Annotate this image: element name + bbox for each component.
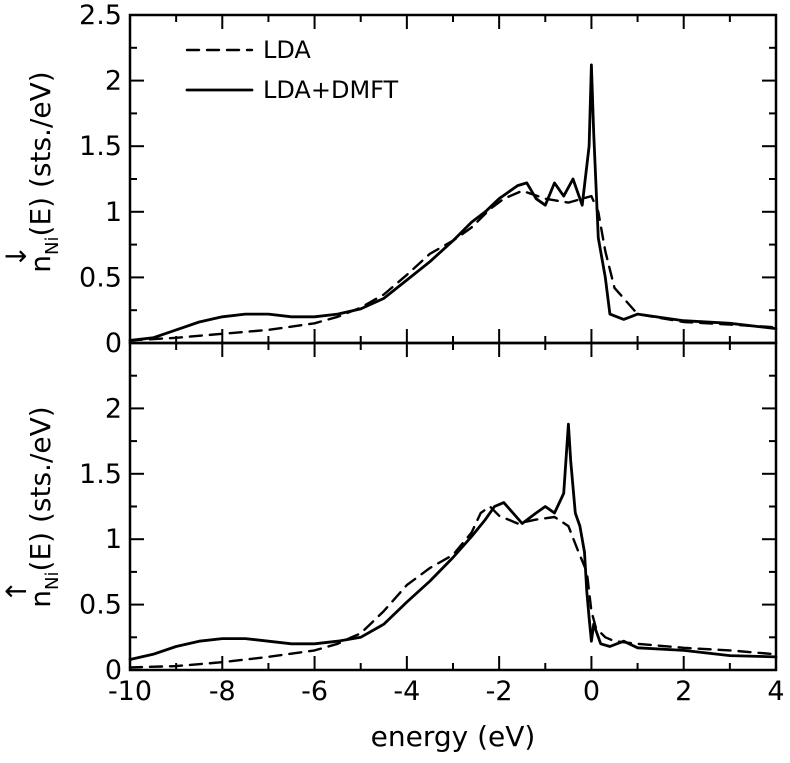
y-tick-label: 2 (105, 393, 122, 424)
x-tick-label: 0 (583, 676, 600, 707)
series-lda-top (128, 189, 778, 342)
y-title-top-rest: (E) (sts./eV) (24, 71, 57, 236)
x-tick-label: -10 (108, 676, 152, 707)
plot-frame-top (128, 13, 778, 345)
y-tick-label: 1 (105, 197, 122, 228)
y-tick-label: 1.5 (79, 459, 122, 490)
legend: LDA LDA+DMFT (185, 36, 399, 104)
svg-text:nNi(E) (sts./eV): nNi(E) (sts./eV) (24, 71, 63, 272)
x-tick-label: -8 (209, 676, 236, 707)
svg-text:nNi(E) (sts./eV): nNi(E) (sts./eV) (24, 406, 63, 607)
series-lda-dmft-bottom (128, 422, 778, 661)
panel-bottom: 0 0.5 1 1.5 2 -10 -8 -6 -4 -2 0 2 4 (79, 341, 785, 707)
y-title-bottom-arrow: ↑ (0, 580, 33, 603)
x-tick-label: 4 (767, 676, 784, 707)
y-tick-label: 0 (105, 655, 122, 686)
y-axis-title-bottom: nNi(E) (sts./eV) ↑ (0, 406, 63, 607)
y-tick-label: 1.5 (79, 131, 122, 162)
x-tick-label: -4 (393, 676, 420, 707)
x-tick-label: -6 (301, 676, 328, 707)
y-title-top-sub: Ni (42, 236, 63, 254)
y-title-bottom-rest: (E) (sts./eV) (24, 406, 57, 571)
x-tick-label: 2 (675, 676, 692, 707)
panel-top: 0 0.5 1 1.5 2 2.5 (79, 0, 778, 359)
y-tick-label: 0.5 (79, 590, 122, 621)
y-tick-label: 0 (105, 328, 122, 359)
y-tick-label: 2.5 (79, 0, 122, 31)
y-tick-label: 1 (105, 524, 122, 555)
plot-frame-bottom (128, 341, 778, 672)
y-title-top-arrow: ↓ (0, 245, 33, 268)
y-tick-label: 0.5 (79, 262, 122, 293)
x-tick-label: -2 (486, 676, 513, 707)
y-tick-label: 2 (105, 66, 122, 97)
y-title-bottom-sub: Ni (42, 571, 63, 589)
y-title-bottom-main: n (24, 590, 57, 608)
y-title-top-main: n (24, 255, 57, 273)
x-axis-title: energy (eV) (371, 720, 536, 753)
y-axis-title-top: nNi(E) (sts./eV) ↓ (0, 71, 63, 272)
legend-label-lda: LDA (263, 36, 311, 64)
series-lda-dmft-top (128, 63, 778, 342)
series-lda-bottom (128, 505, 778, 669)
legend-label-lda-dmft: LDA+DMFT (263, 76, 399, 104)
